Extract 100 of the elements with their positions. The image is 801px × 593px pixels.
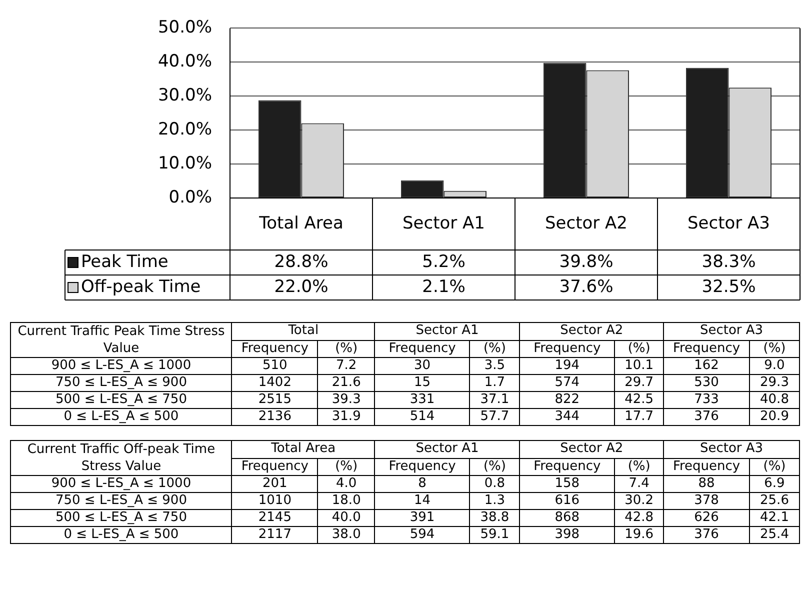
- text: 868: [520, 510, 615, 526]
- text: 38.0: [318, 526, 375, 544]
- text: 30: [374, 358, 470, 374]
- text: 19.6: [614, 526, 664, 544]
- y-tick-label: 30.0%: [158, 86, 212, 106]
- text: Current Traffic Peak Time Stress Value: [10, 322, 232, 358]
- text: 900 ≤ L-ES_A ≤ 1000: [10, 476, 232, 492]
- text: 31.9: [318, 408, 375, 426]
- text: 514: [374, 408, 470, 426]
- text: 3.5: [470, 358, 520, 374]
- text: 38.8: [470, 510, 520, 526]
- text: 29.3: [750, 374, 800, 392]
- y-tick-label: 50.0%: [158, 18, 212, 38]
- text: 0 ≤ L-ES_A ≤ 500: [10, 526, 232, 544]
- text: 750 ≤ L-ES_A ≤ 900: [10, 492, 232, 510]
- text: (%): [318, 458, 375, 476]
- text: 331: [374, 392, 470, 408]
- text: 15: [374, 374, 470, 392]
- text: 42.5: [614, 392, 664, 408]
- text: 25.4: [750, 526, 800, 544]
- text: 10.1: [614, 358, 664, 374]
- text: Frequency: [520, 340, 615, 358]
- text: 2117: [232, 526, 318, 544]
- text: 2136: [232, 408, 318, 426]
- text: 59.1: [470, 526, 520, 544]
- text: 0 ≤ L-ES_A ≤ 500: [10, 408, 232, 426]
- text: 8: [374, 476, 470, 492]
- text: 500 ≤ L-ES_A ≤ 750: [10, 510, 232, 526]
- text: (%): [750, 458, 800, 476]
- text: 900 ≤ L-ES_A ≤ 1000: [10, 358, 232, 374]
- text: 18.0: [318, 492, 375, 510]
- text: 9.0: [750, 358, 800, 374]
- y-tick-label: 40.0%: [158, 52, 212, 72]
- text: 822: [520, 392, 615, 408]
- text: 1.3: [470, 492, 520, 510]
- text: 88: [664, 476, 750, 492]
- text: 0.8: [470, 476, 520, 492]
- text: 158: [520, 476, 615, 492]
- text: Frequency: [232, 458, 318, 476]
- text: Frequency: [664, 458, 750, 476]
- text: Sector A1: [374, 322, 520, 340]
- text: (%): [750, 340, 800, 358]
- text: 574: [520, 374, 615, 392]
- text: 2145: [232, 510, 318, 526]
- text: 194: [520, 358, 615, 374]
- text: 25.6: [750, 492, 800, 510]
- text: 14: [374, 492, 470, 510]
- text: Frequency: [374, 458, 470, 476]
- text: Total Area: [232, 440, 375, 458]
- text: 7.2: [318, 358, 375, 374]
- text: Sector A1: [374, 440, 520, 458]
- text: 17.7: [614, 408, 664, 426]
- text: 344: [520, 408, 615, 426]
- text: 510: [232, 358, 318, 374]
- text: Frequency: [664, 340, 750, 358]
- text: Sector A3: [664, 440, 800, 458]
- text: 1010: [232, 492, 318, 510]
- text: 162: [664, 358, 750, 374]
- text: 733: [664, 392, 750, 408]
- text: (%): [614, 340, 664, 358]
- text: 378: [664, 492, 750, 510]
- text: 42.1: [750, 510, 800, 526]
- text: Sector A3: [664, 322, 800, 340]
- text: 201: [232, 476, 318, 492]
- text: 391: [374, 510, 470, 526]
- text: 40.8: [750, 392, 800, 408]
- text: 626: [664, 510, 750, 526]
- text: 398: [520, 526, 615, 544]
- text: 376: [664, 526, 750, 544]
- text: 57.7: [470, 408, 520, 426]
- text: 42.8: [614, 510, 664, 526]
- text: Frequency: [520, 458, 615, 476]
- text: 6.9: [750, 476, 800, 492]
- text: 4.0: [318, 476, 375, 492]
- text: (%): [470, 340, 520, 358]
- text: 616: [520, 492, 615, 510]
- text: 20.9: [750, 408, 800, 426]
- text: 1402: [232, 374, 318, 392]
- text: 29.7: [614, 374, 664, 392]
- text: (%): [318, 340, 375, 358]
- text: Frequency: [374, 340, 470, 358]
- text: Current Traffic Off-peak Time Stress Value: [10, 440, 232, 476]
- text: (%): [614, 458, 664, 476]
- text: Frequency: [232, 340, 318, 358]
- text: 594: [374, 526, 470, 544]
- text: 40.0: [318, 510, 375, 526]
- text: 376: [664, 408, 750, 426]
- text: 21.6: [318, 374, 375, 392]
- text: Sector A2: [520, 440, 664, 458]
- y-tick-label: 10.0%: [158, 153, 212, 174]
- text: 30.2: [614, 492, 664, 510]
- text: 500 ≤ L-ES_A ≤ 750: [10, 392, 232, 408]
- text: 530: [664, 374, 750, 392]
- y-tick-label: 20.0%: [158, 120, 212, 140]
- text: 39.3: [318, 392, 375, 408]
- text: 1.7: [470, 374, 520, 392]
- text: Total: [232, 322, 375, 340]
- text: 7.4: [614, 476, 664, 492]
- text: 37.1: [470, 392, 520, 408]
- text: 2515: [232, 392, 318, 408]
